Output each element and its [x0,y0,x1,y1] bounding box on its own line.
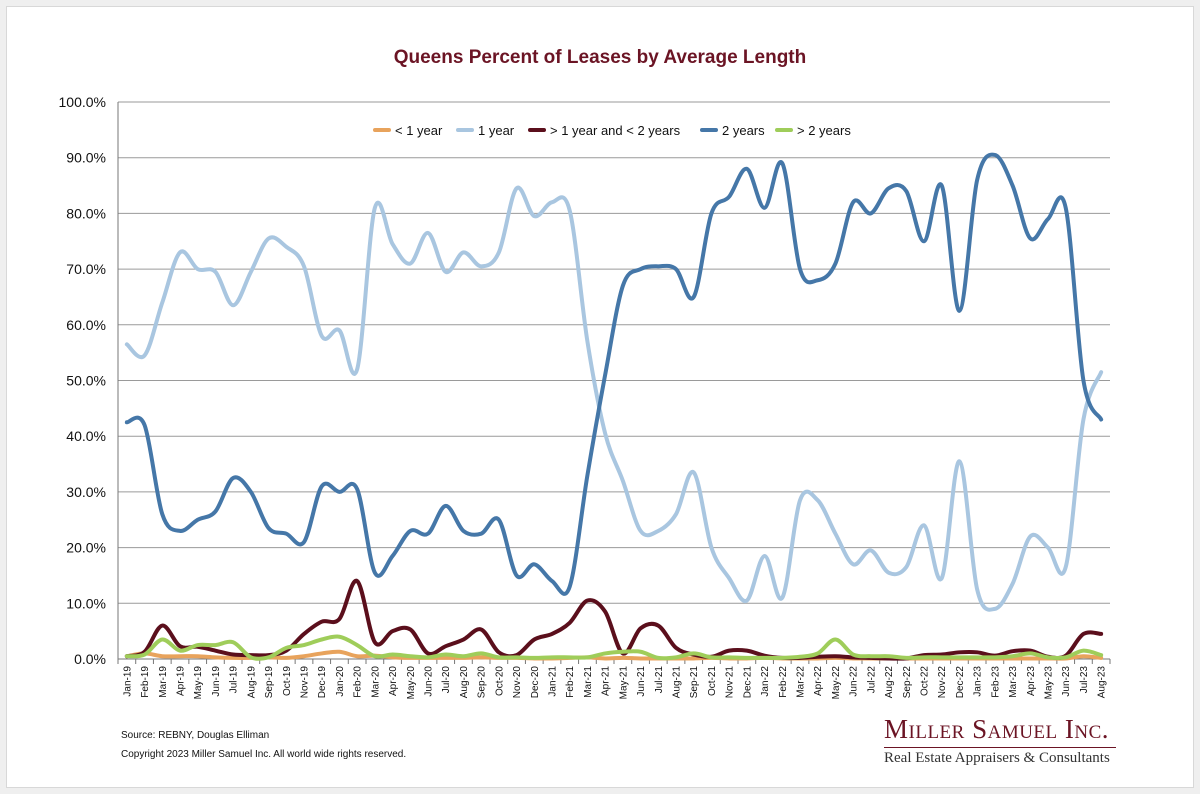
x-tick-label: Nov-20 [512,666,523,699]
x-tick-label: Jul-20 [441,666,452,694]
x-tick-label: Jan-23 [973,666,984,697]
y-tick-label: 50.0% [66,373,106,389]
x-tick-label: Mar-20 [370,666,381,698]
x-tick-label: Feb-23 [990,666,1001,698]
y-tick-label: 40.0% [66,428,106,444]
x-tick-label: Jun-23 [1061,666,1072,697]
x-tick-label: Jan-20 [335,666,346,697]
y-tick-label: 90.0% [66,150,106,166]
x-tick-label: Dec-20 [530,666,541,699]
x-tick-label: Feb-22 [778,666,789,698]
brand-name: Miller Samuel Inc. [884,714,1110,744]
x-tick-label: Aug-21 [672,666,683,699]
x-tick-label: Aug-22 [884,666,895,699]
x-tick-label: Nov-22 [937,666,948,699]
y-tick-label: 30.0% [66,484,106,500]
brand-logo: Miller Samuel Inc. Real Estate Appraiser… [884,714,1124,767]
x-tick-label: Sep-21 [689,666,700,699]
x-tick-label: Jan-21 [548,666,559,697]
x-tick-label: Jul-21 [654,666,665,694]
series-line [124,185,1104,612]
x-tick-label: Nov-21 [725,666,736,699]
x-tick-label: Oct-20 [494,666,505,696]
legend-label: 2 years [722,123,765,138]
y-tick-label: 0.0% [74,651,106,667]
x-tick-label: Mar-19 [158,666,169,698]
x-tick-label: Oct-21 [707,666,718,696]
x-tick-label: Aug-19 [246,666,257,699]
x-tick-label: Dec-21 [742,666,753,699]
x-tick-label: Jul-19 [229,666,240,694]
x-tick-label: Dec-22 [955,666,966,699]
chart-title: Queens Percent of Leases by Average Leng… [393,47,807,68]
x-tick-label: Jun-21 [636,666,647,697]
x-tick-label: Nov-19 [300,666,311,699]
x-tick-label: Feb-21 [565,666,576,698]
series-line [124,579,1104,661]
y-tick-label: 80.0% [66,205,106,221]
series-line [124,634,1104,661]
x-tick-label: Jun-22 [849,666,860,697]
legend-label: < 1 year [395,123,443,138]
x-tick-label: Jul-23 [1079,666,1090,694]
legend-label: > 1 year and < 2 years [550,123,681,138]
x-tick-label: Apr-21 [601,666,612,696]
y-tick-label: 10.0% [66,595,106,611]
x-tick-label: Sep-22 [902,666,913,699]
x-tick-label: Jun-20 [424,666,435,697]
x-tick-label: May-21 [618,666,629,700]
x-tick-label: Apr-23 [1026,666,1037,696]
x-tick-label: Jan-19 [122,666,133,697]
x-tick-label: Apr-19 [176,666,187,696]
y-tick-label: 20.0% [66,540,106,556]
legend-label: > 2 years [797,123,851,138]
brand-tagline: Real Estate Appraisers & Consultants [884,750,1110,766]
x-tick-label: Oct-22 [920,666,931,696]
x-tick-label: Jun-19 [211,666,222,697]
x-tick-label: Mar-22 [796,666,807,698]
x-tick-label: May-20 [406,666,417,700]
copyright-note: Copyright 2023 Miller Samuel Inc. All wo… [121,749,407,760]
x-tick-label: Feb-19 [140,666,151,698]
x-tick-label: Feb-20 [353,666,364,698]
y-tick-label: 100.0% [59,94,106,110]
x-tick-label: Dec-19 [317,666,328,699]
x-tick-label: Jul-22 [866,666,877,694]
x-tick-label: Sep-19 [264,666,275,699]
x-tick-label: Apr-20 [388,666,399,696]
y-tick-label: 60.0% [66,317,106,333]
series-line [124,152,1104,596]
x-tick-label: Mar-21 [583,666,594,698]
x-tick-label: Aug-20 [459,666,470,699]
x-tick-label: Apr-22 [813,666,824,696]
x-tick-label: Sep-20 [477,666,488,699]
brand-divider [884,747,1116,748]
y-tick-label: 70.0% [66,261,106,277]
x-tick-label: Oct-19 [282,666,293,696]
legend-label: 1 year [478,123,515,138]
x-tick-label: Aug-23 [1097,666,1108,699]
x-tick-label: May-19 [193,666,204,700]
x-tick-label: May-23 [1044,666,1055,700]
source-note: Source: REBNY, Douglas Elliman [121,730,270,741]
x-tick-label: Mar-23 [1008,666,1019,698]
x-tick-label: May-22 [831,666,842,700]
x-tick-label: Jan-22 [760,666,771,697]
